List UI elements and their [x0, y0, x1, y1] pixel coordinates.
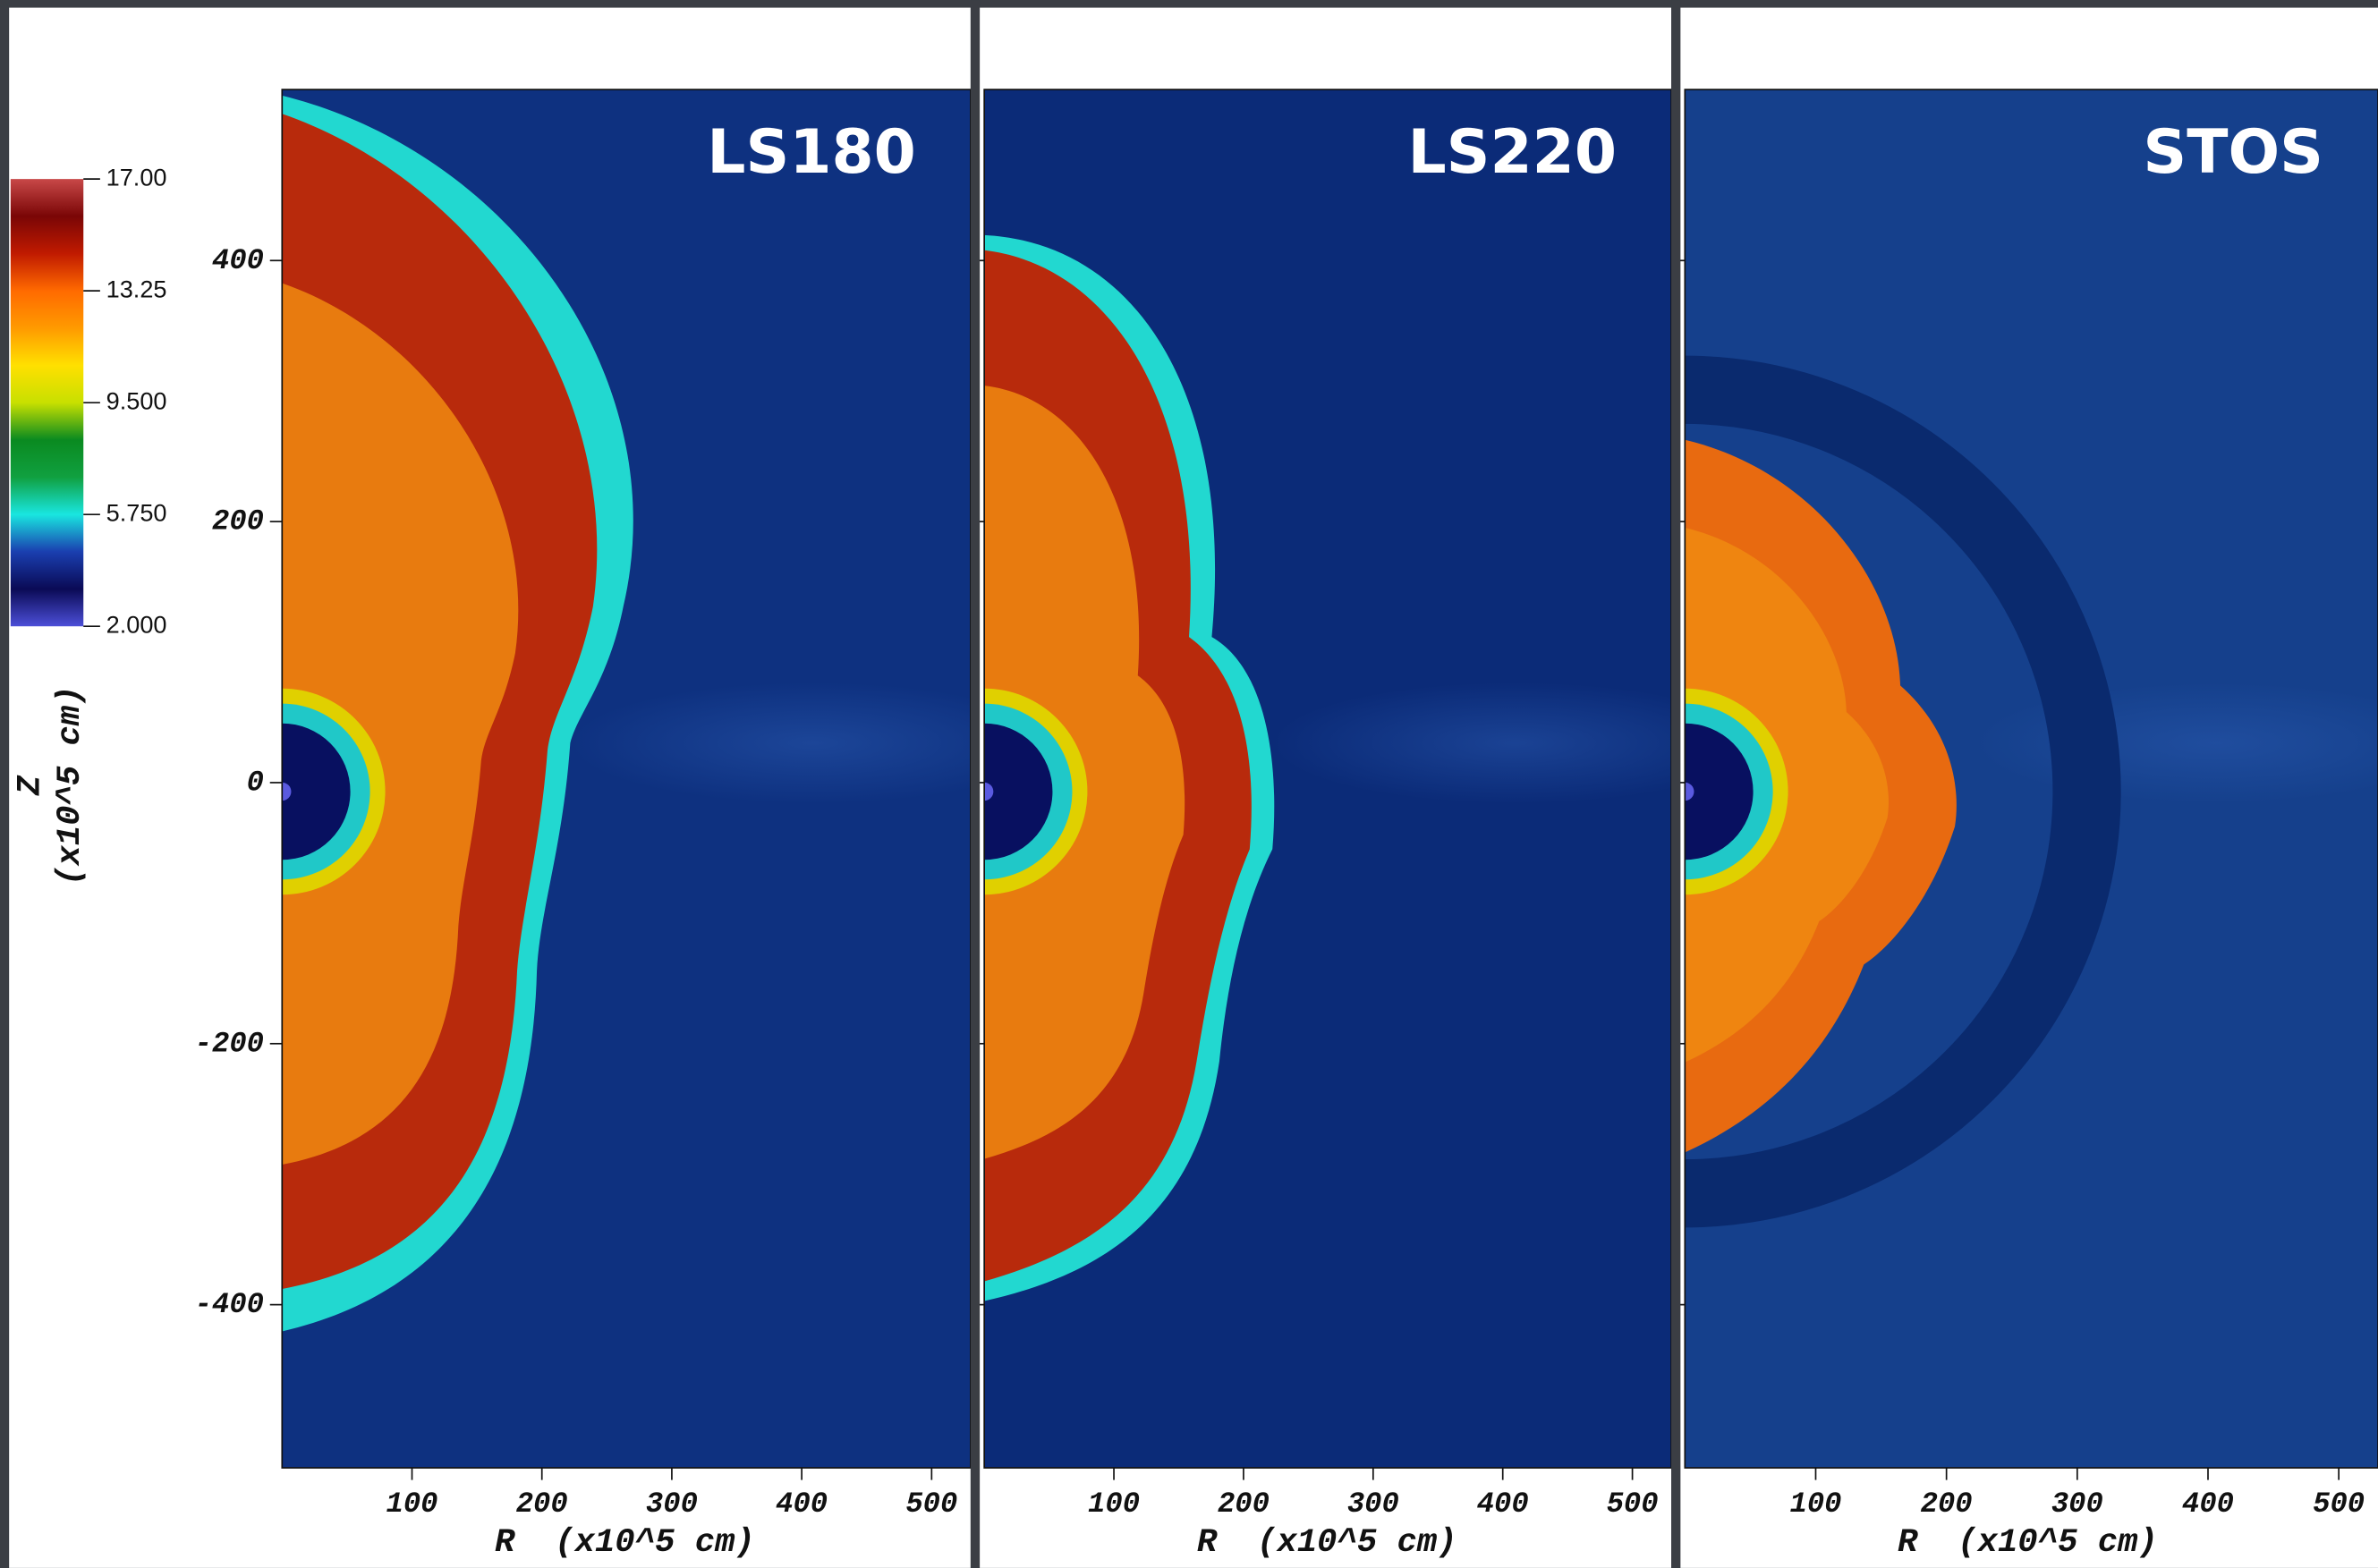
colorbar-tick-label: 13.25: [106, 275, 167, 302]
heatmap-image: [881, 89, 1758, 1468]
y-axis-label: Z: [13, 775, 50, 796]
x-tick-label: 100: [1088, 1487, 1140, 1521]
x-tick-label: 500: [1607, 1487, 1659, 1521]
colorbar-tick-label: 2.000: [106, 610, 167, 638]
x-tick-label: 400: [776, 1487, 828, 1521]
x-axis-label: R (x10^5 cm): [495, 1524, 755, 1562]
x-tick-label: 500: [2313, 1487, 2365, 1521]
y-tick-label: -200: [195, 1027, 264, 1060]
x-tick-label: 200: [1921, 1487, 1973, 1521]
x-tick-label: 200: [1218, 1487, 1270, 1521]
colorbar-tick-label: 9.500: [106, 386, 167, 414]
figure: LS180 100 200 300 400 500 R (x10^5 cm) -400 -200…: [0, 0, 2378, 1568]
panel-title: STOS: [2143, 116, 2323, 187]
x-tick-label: 500: [905, 1487, 957, 1521]
y-tick-label: 400: [212, 244, 264, 277]
x-tick-label: 100: [1790, 1487, 1842, 1521]
x-tick-label: 300: [646, 1487, 698, 1521]
panel-title: LS220: [1407, 116, 1617, 187]
colorbar-tick-label: 5.750: [106, 498, 167, 526]
x-tick-label: 300: [1347, 1487, 1399, 1521]
x-tick-label: 100: [386, 1487, 438, 1521]
colorbar-tick-label: 17.00: [106, 163, 167, 191]
y-tick-label: 200: [212, 505, 264, 538]
x-tick-label: 400: [1477, 1487, 1529, 1521]
y-tick-label: -400: [195, 1288, 264, 1321]
x-axis-label: R (x10^5 cm): [1898, 1524, 2158, 1562]
y-axis-label: (x10^5 cm): [52, 685, 89, 886]
x-tick-label: 300: [2051, 1487, 2103, 1521]
separator: [971, 0, 980, 1568]
panel-title: LS180: [707, 116, 916, 187]
x-axis-label: R (x10^5 cm): [1197, 1524, 1457, 1562]
heatmap-image: [179, 89, 1056, 1468]
y-tick-label: 0: [247, 766, 264, 799]
x-tick-label: 200: [516, 1487, 568, 1521]
x-tick-label: 400: [2182, 1487, 2234, 1521]
colorbar: [11, 179, 83, 626]
separator: [1671, 0, 1680, 1568]
